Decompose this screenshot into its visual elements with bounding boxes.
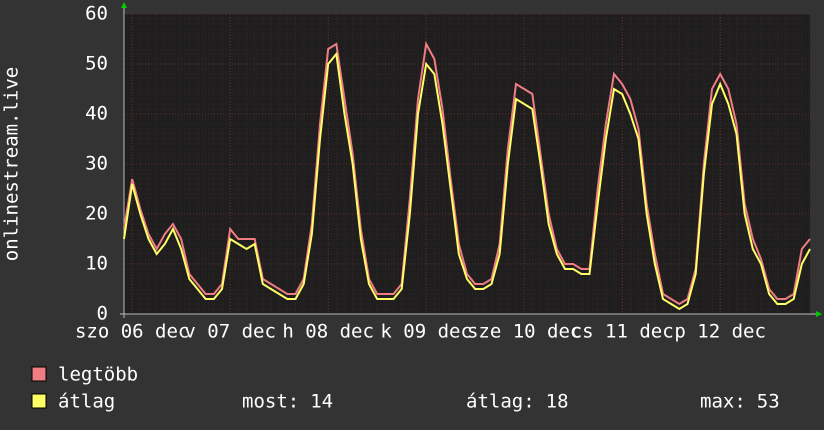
y-tick-label: 60	[85, 3, 108, 25]
x-tick-label: p 12 dec	[674, 321, 766, 343]
axis-arrow	[121, 2, 127, 8]
legend-label: legtöbb	[58, 364, 138, 386]
y-tick-label: 30	[85, 153, 108, 175]
x-tick-label: v 07 dec	[184, 321, 276, 343]
legend-label: átlag	[58, 391, 115, 413]
x-tick-label: sze 10 dec	[467, 321, 581, 343]
x-tick-label: k 09 dec	[380, 321, 472, 343]
stat-label: max:	[700, 391, 746, 413]
y-tick-label: 20	[85, 203, 108, 225]
stat-value: 18	[546, 391, 569, 413]
y-tick-label: 0	[97, 303, 108, 325]
y-axis-label: onlinestream.live	[1, 67, 23, 261]
legend-swatch	[31, 393, 47, 409]
y-tick-label: 50	[85, 53, 108, 75]
axis-arrow	[816, 311, 822, 317]
series-line	[123, 51, 811, 311]
stat-label: most:	[242, 391, 299, 413]
y-tick-label: 40	[85, 103, 108, 125]
stat-value: 14	[310, 391, 333, 413]
stat-label: átlag:	[466, 391, 535, 413]
y-tick-label: 10	[85, 253, 108, 275]
x-tick-label: szo 06 dec	[75, 321, 189, 343]
legend-swatch	[31, 366, 47, 382]
x-tick-label: cs 11 dec	[571, 321, 674, 343]
x-tick-label: h 08 dec	[282, 321, 374, 343]
stat-value: 53	[757, 391, 780, 413]
